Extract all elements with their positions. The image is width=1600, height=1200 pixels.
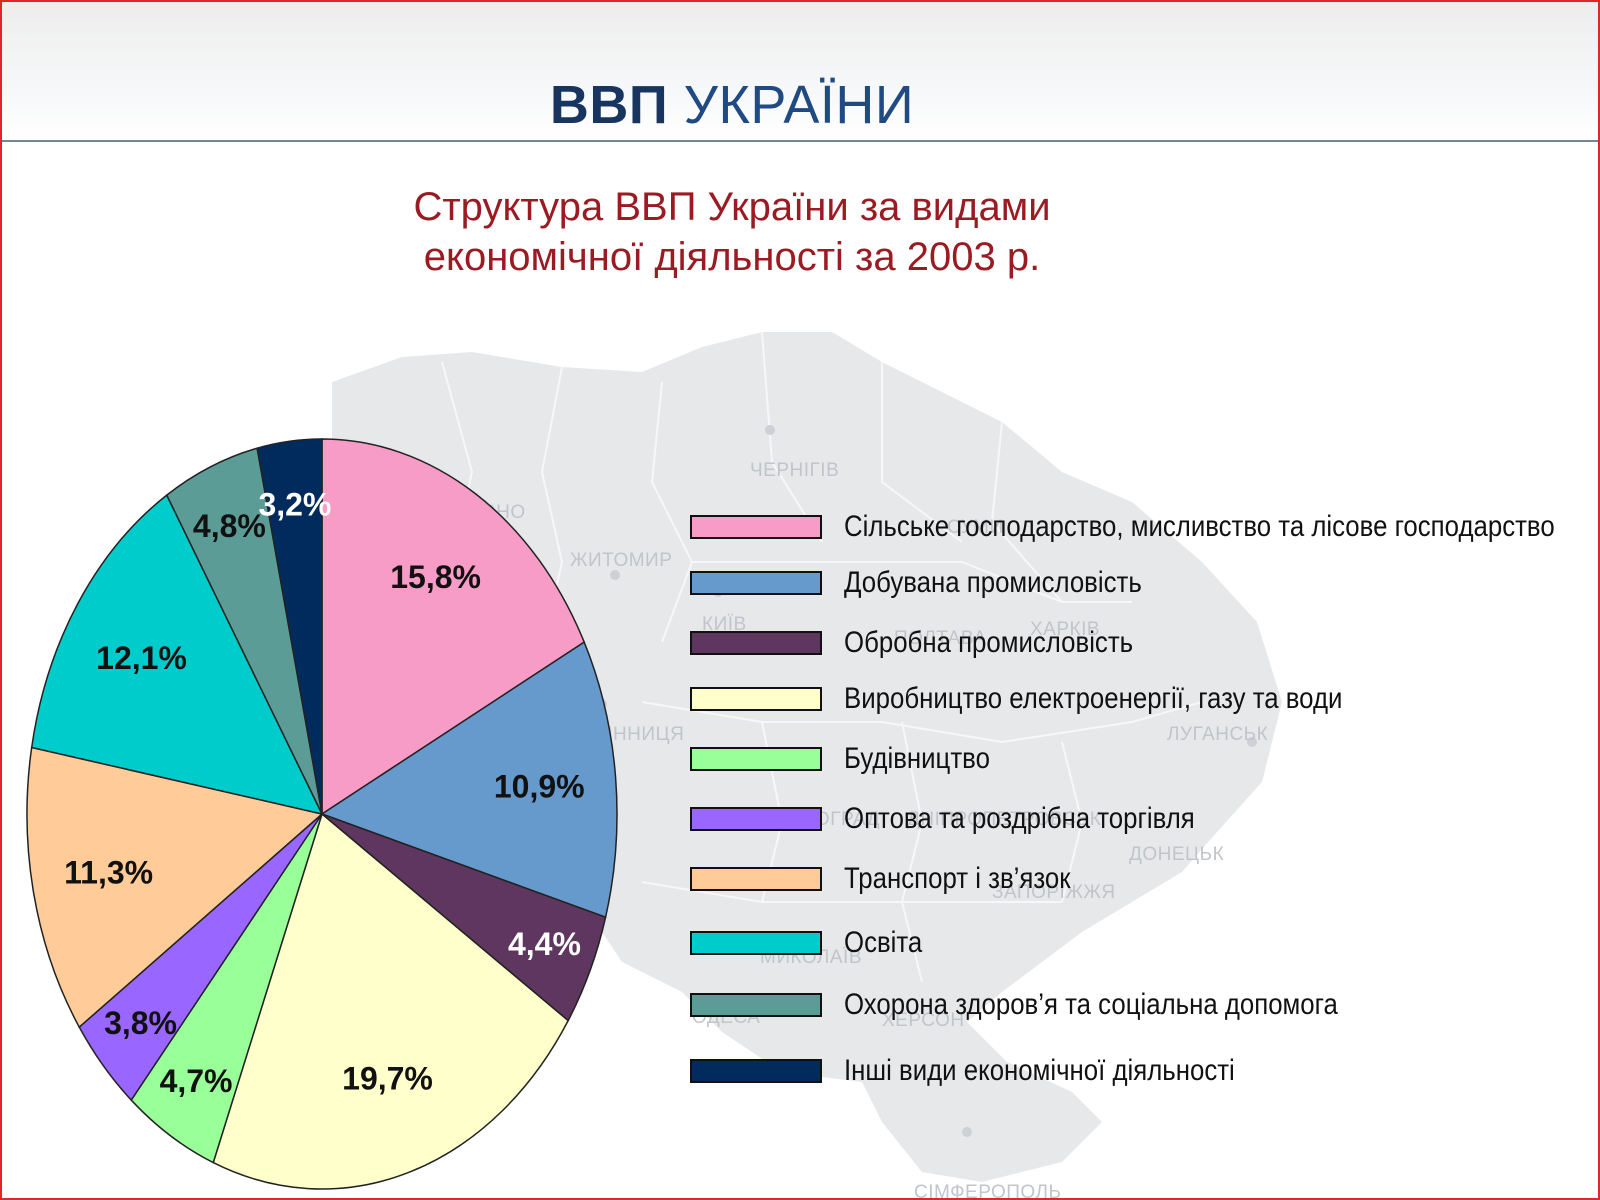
legend-swatch — [690, 571, 822, 595]
slide-title-bold: ВВП — [549, 75, 669, 135]
legend-label: Будівництво — [844, 742, 990, 775]
pie-slice — [320, 640, 618, 919]
chart-title-line-1: Структура ВВП України за видами — [413, 185, 1051, 229]
pie-slice-label: 15,8% — [390, 559, 481, 595]
pie-slice-label: 4,4% — [508, 926, 581, 962]
legend-swatch — [690, 931, 822, 955]
map-city-label: ВІННИЦЯ — [594, 724, 685, 745]
pie-slice-label: 3,8% — [104, 1005, 177, 1041]
legend-swatch — [690, 807, 822, 831]
map-city-label: СУМИ — [947, 517, 1004, 538]
legend-label: Сільське господарство, мисливство та ліс… — [844, 510, 1555, 543]
legend-label: Добувана промисловість — [844, 566, 1142, 599]
pie-slice — [212, 812, 570, 1190]
pie-slice-label: 3,2% — [258, 487, 331, 523]
legend-label: Обробна промисловість — [844, 626, 1134, 659]
chart-title-line-2: економічної діяльності за 2003 р. — [423, 235, 1041, 279]
legend-swatch — [690, 747, 822, 771]
legend-label: Охорона здоров’я та соціальна допомога — [844, 988, 1338, 1021]
pie-slice-label: 11,3% — [64, 855, 153, 891]
legend-swatch — [690, 631, 822, 655]
map-city-label: ДОНЕЦЬК — [1129, 844, 1225, 865]
map-city-label: КИЇВ — [702, 614, 747, 635]
map-city-label: ДНІПРОПЕТРОВСЬК — [907, 809, 1102, 830]
pie-slice — [30, 493, 324, 816]
pie-slice-label: 4,7% — [160, 1063, 233, 1099]
legend-swatch — [690, 867, 822, 891]
pie-slice-label: 4,8% — [193, 508, 266, 544]
map-city-label: ЖИТОМИР — [570, 550, 673, 571]
pie-slice — [321, 438, 586, 816]
map-city-label: СІМФЕРОПОЛЬ — [914, 1182, 1062, 1200]
map-city-label: ПОЛТАВА — [894, 628, 987, 649]
slide-title: ВВП УКРАЇНИ — [2, 74, 1462, 136]
legend-label: Інші види економічної діяльності — [844, 1054, 1235, 1087]
slide-header: ВВП УКРАЇНИ — [2, 2, 1598, 142]
map-city-label: ЧЕРНІГІВ — [750, 460, 840, 481]
legend-label: Виробництво електроенергії, газу та води — [844, 682, 1343, 715]
legend-swatch — [690, 515, 822, 539]
chart-title: Структура ВВП України за видами економіч… — [362, 182, 1102, 282]
legend-swatch — [690, 687, 822, 711]
pie-slice-label: 12,1% — [96, 640, 187, 676]
pie-slice — [26, 746, 324, 1029]
map-city-label: ЛУГАНСЬК — [1167, 724, 1269, 745]
map-city-label: ЗАПОРІЖЖЯ — [992, 882, 1116, 903]
legend-label: Освіта — [844, 926, 923, 959]
legend-swatch — [690, 1059, 822, 1083]
slide-title-rest: УКРАЇНИ — [683, 75, 915, 135]
map-city-label: ХАРКІВ — [1030, 619, 1101, 640]
legend-label: Оптова та роздрібна торгівля — [844, 802, 1195, 835]
pie-slice-label: 10,9% — [494, 769, 585, 805]
pie-slice-label: 19,7% — [342, 1061, 433, 1097]
legend-swatch — [690, 993, 822, 1017]
pie-slice — [256, 438, 323, 815]
legend-label: Транспорт і зв’язок — [844, 862, 1071, 895]
map-city-label: ХЕРСОН — [882, 1010, 965, 1031]
